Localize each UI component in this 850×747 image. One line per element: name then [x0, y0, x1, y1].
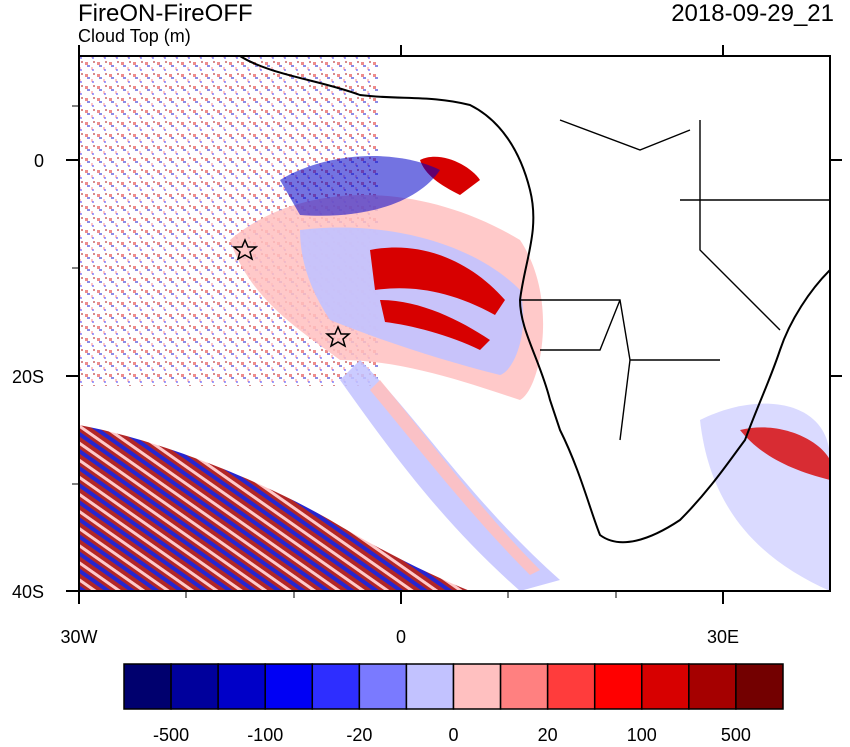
y-tick-0: 0 — [34, 151, 44, 171]
x-tick-30w: 30W — [60, 627, 97, 647]
star-marker-1 — [231, 238, 259, 261]
colorbar-swatch — [641, 663, 690, 710]
colorbar-swatch — [593, 663, 643, 710]
colorbar-label: 100 — [627, 725, 657, 745]
x-tick-0: 0 — [396, 627, 406, 647]
colorbar-swatch — [452, 663, 502, 710]
map-field — [79, 56, 830, 591]
colorbar-label: 0 — [448, 725, 458, 745]
map-title: FireON-FireOFF — [78, 0, 253, 27]
y-tick-20s: 20S — [12, 367, 44, 387]
x-tick-30e: 30E — [707, 627, 739, 647]
colorbar-swatch — [170, 663, 219, 710]
colorbar-swatch — [546, 663, 596, 710]
colorbar-label: -500 — [153, 725, 189, 745]
minor-ticks — [72, 105, 617, 598]
colorbar-label: -20 — [346, 725, 372, 745]
colorbar-swatch — [264, 663, 314, 710]
colorbar-label: 20 — [538, 725, 558, 745]
y-tick-40s: 40S — [12, 582, 44, 602]
axis-ticks — [66, 45, 842, 604]
colorbar-swatch — [688, 663, 737, 710]
colorbar-swatch — [358, 663, 408, 710]
colorbar-swatch — [405, 663, 455, 710]
colorbar-swatch — [217, 663, 266, 710]
colorbar: -500 -100 -20 0 20 100 500 — [123, 663, 784, 745]
colorbar-swatch — [311, 663, 361, 710]
map-subtitle: Cloud Top (m) — [78, 26, 191, 46]
colorbar-swatch — [735, 663, 784, 710]
colorbar-swatch — [123, 663, 172, 710]
colorbar-label: 500 — [721, 725, 751, 745]
star-marker-2 — [324, 325, 352, 348]
colorbar-swatch — [499, 663, 549, 710]
colorbar-label: -100 — [247, 725, 283, 745]
map-timestamp: 2018-09-29_21 — [671, 0, 834, 27]
map-frame — [78, 55, 831, 592]
